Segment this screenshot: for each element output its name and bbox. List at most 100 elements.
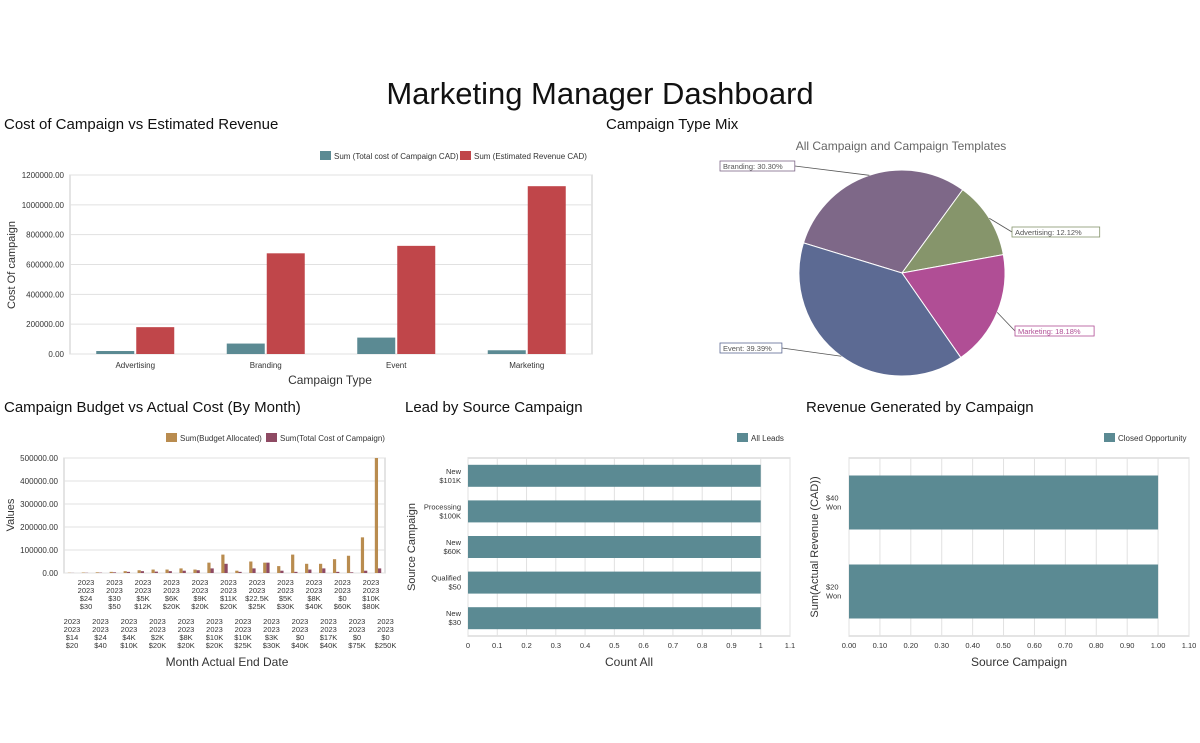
x-tick-label: 2023	[92, 625, 109, 634]
x-tick-label: 2023	[121, 617, 138, 626]
x-tick-label: $20	[66, 641, 79, 650]
x-tick-label: 2023	[206, 617, 223, 626]
y-tick-label: 200000.00	[26, 320, 64, 329]
x-tick-label: 2023	[163, 578, 180, 587]
x-tick-label: 2023	[349, 617, 366, 626]
bar-actual	[126, 571, 131, 573]
x-axis-label: Campaign Type	[288, 373, 372, 387]
bar-actual	[112, 572, 117, 573]
x-tick-label: 1	[759, 641, 763, 650]
bar-budget	[374, 458, 379, 573]
x-tick-label: $4K	[122, 633, 135, 642]
bar-budget	[332, 559, 337, 573]
x-tick-label: $12K	[134, 602, 152, 611]
chart-title-type-mix: Campaign Type Mix	[606, 116, 739, 133]
x-tick-label: $60K	[334, 602, 352, 611]
y-tick-label: Won	[826, 503, 841, 512]
pie-label: Marketing: 18.18%	[1018, 327, 1081, 336]
bar-cost	[357, 337, 396, 354]
y-axis-label: Cost Of campaign	[6, 221, 18, 309]
pie-label-box	[1011, 226, 1101, 238]
x-tick-label: 2023	[263, 617, 280, 626]
bar-budget	[291, 554, 295, 573]
legend-revenue: Sum (Estimated Revenue CAD)	[474, 152, 587, 161]
x-axis-label: Count All	[605, 655, 653, 669]
y-tick-label: 300000.00	[20, 500, 58, 509]
chart-title-lead-by-source: Lead by Source Campaign	[405, 399, 583, 416]
y-tick-label: 100000.00	[20, 546, 58, 555]
x-tick-label: $10K	[120, 641, 138, 650]
x-tick-label: Branding	[250, 361, 282, 370]
y-tick-label: New	[446, 467, 462, 476]
x-tick-label: 2023	[249, 578, 266, 587]
x-tick-label: $30K	[277, 602, 295, 611]
y-tick-label: 800000.00	[26, 231, 64, 240]
x-tick-label: 2023	[363, 578, 380, 587]
x-tick-label: 0.2	[521, 641, 531, 650]
pie-label: Event: 39.39%	[723, 344, 772, 353]
legend-budget-swatch	[166, 433, 177, 442]
bar-revenue	[397, 245, 436, 354]
x-tick-label: $17K	[320, 633, 338, 642]
y-tick-label: 1000000.00	[22, 201, 65, 210]
legend-cost-swatch	[320, 151, 331, 160]
x-tick-label: 2023	[292, 617, 309, 626]
x-tick-label: 0.30	[934, 641, 949, 650]
x-tick-label: $80K	[362, 602, 380, 611]
x-tick-label: 2023	[220, 586, 237, 595]
x-tick-label: 0.60	[1027, 641, 1042, 650]
x-tick-label: $20K	[191, 602, 209, 611]
y-tick-label: 600000.00	[26, 261, 64, 270]
x-tick-label: 2023	[135, 578, 152, 587]
bar-budget	[221, 554, 225, 573]
y-tick-label: 400000.00	[20, 477, 58, 486]
x-tick-label: $24	[80, 594, 93, 603]
pie-label-box	[719, 342, 783, 354]
bar-budget	[346, 555, 351, 573]
x-tick-label: 2023	[64, 625, 81, 634]
x-tick-label: 2023	[206, 625, 223, 634]
bar-budget	[305, 563, 309, 573]
x-tick-label: 2023	[249, 586, 266, 595]
y-tick-label: $60K	[443, 547, 461, 556]
pie-leader-line	[781, 347, 842, 357]
y-tick-label: 0.00	[48, 350, 64, 359]
bar-actual	[196, 570, 200, 573]
bar-budget	[263, 562, 267, 573]
x-tick-label: $30	[108, 594, 121, 603]
x-tick-label: 0.20	[904, 641, 919, 650]
x-tick-label: 2023	[363, 586, 380, 595]
y-axis-label: Values	[5, 498, 17, 531]
pie-slice	[802, 169, 964, 274]
x-tick-label: $0	[296, 633, 304, 642]
bar-budget	[109, 571, 113, 573]
bar-budget	[207, 562, 211, 573]
x-tick-label: $20K	[149, 641, 167, 650]
bar-cost	[226, 343, 265, 354]
x-tick-label: $24	[94, 633, 107, 642]
chart-title-cost-vs-revenue: Cost of Campaign vs Estimated Revenue	[4, 116, 279, 133]
x-tick-label: 1.00	[1151, 641, 1166, 650]
x-tick-label: 2023	[277, 578, 294, 587]
x-tick-label: 2023	[149, 625, 166, 634]
bar-actual	[378, 568, 382, 573]
x-tick-label: $40	[94, 641, 107, 650]
x-tick-label: $0	[381, 633, 389, 642]
bar-budget	[165, 569, 169, 573]
x-tick-label: $14	[66, 633, 79, 642]
pie-label-box	[1014, 325, 1095, 337]
x-tick-label: 1.1	[785, 641, 795, 650]
legend-leads: All Leads	[751, 434, 784, 443]
bar-leads	[468, 500, 761, 523]
bar-budget	[318, 563, 323, 573]
x-tick-label: 2023	[235, 617, 252, 626]
y-tick-label: 1200000.00	[22, 171, 65, 180]
x-axis-label: Source Campaign	[971, 655, 1067, 669]
x-tick-label: 0.40	[965, 641, 980, 650]
x-tick-label: 2023	[306, 586, 323, 595]
x-tick-label: 2023	[334, 586, 351, 595]
x-tick-label: 2023	[64, 617, 81, 626]
bar-revenue	[266, 253, 305, 354]
chart-title-budget-vs-actual: Campaign Budget vs Actual Cost (By Month…	[4, 399, 301, 416]
x-tick-label: 2023	[149, 617, 166, 626]
